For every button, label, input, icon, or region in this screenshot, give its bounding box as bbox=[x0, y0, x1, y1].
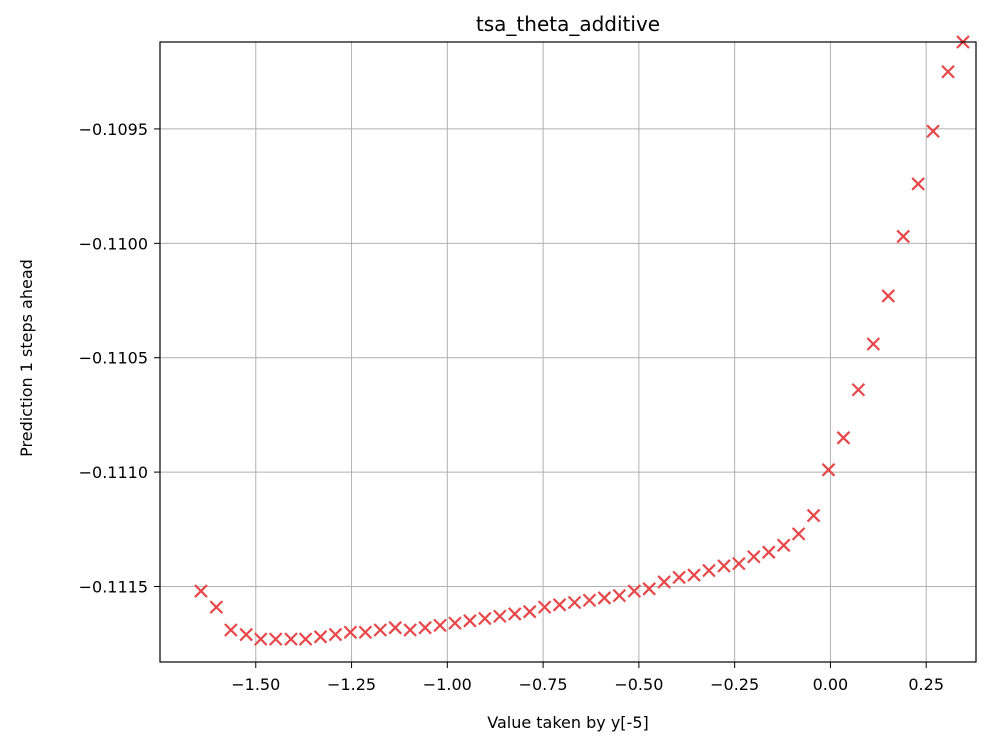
data-point bbox=[642, 582, 656, 596]
data-point bbox=[448, 616, 462, 630]
data-point bbox=[224, 623, 238, 637]
data-point bbox=[687, 568, 701, 582]
data-point bbox=[493, 609, 507, 624]
data-point bbox=[194, 584, 208, 598]
data-point bbox=[776, 538, 791, 553]
data-point bbox=[672, 570, 686, 585]
data-point bbox=[284, 632, 298, 646]
y-tick-label: −0.1105 bbox=[79, 349, 148, 368]
data-point bbox=[239, 627, 253, 642]
data-point bbox=[657, 575, 671, 589]
data-point bbox=[896, 229, 910, 244]
data-point bbox=[851, 382, 866, 397]
data-point bbox=[761, 545, 776, 559]
data-point bbox=[567, 595, 582, 610]
data-point bbox=[463, 614, 477, 628]
data-point bbox=[612, 588, 627, 603]
data-point bbox=[926, 124, 940, 139]
data-point bbox=[537, 600, 552, 614]
data-point bbox=[866, 337, 881, 351]
data-point bbox=[253, 632, 268, 646]
x-tick-label: −0.50 bbox=[614, 675, 663, 694]
plot-area-frame bbox=[159, 41, 977, 663]
data-point bbox=[209, 600, 224, 614]
data-point bbox=[941, 64, 955, 79]
data-point bbox=[806, 508, 821, 523]
x-tick-label: −0.25 bbox=[710, 675, 759, 694]
data-point bbox=[836, 431, 851, 445]
x-tick-label: −1.25 bbox=[327, 675, 376, 694]
data-point bbox=[732, 556, 746, 571]
x-axis-ticks: −1.50 −1.25 −1.00 −0.75 −0.50 −0.25 0.00 0.25 bbox=[231, 662, 944, 694]
data-point bbox=[597, 591, 612, 605]
data-point bbox=[388, 620, 403, 635]
x-tick-label: 0.25 bbox=[908, 675, 944, 694]
data-point bbox=[373, 623, 388, 637]
data-point bbox=[507, 607, 522, 621]
y-tick-label: −0.1110 bbox=[79, 463, 148, 482]
data-point bbox=[911, 177, 925, 191]
data-point bbox=[418, 620, 432, 635]
y-tick-label: −0.1100 bbox=[79, 234, 148, 253]
data-point bbox=[747, 549, 761, 564]
y-axis-label: Prediction 1 steps ahead bbox=[17, 259, 36, 457]
data-point bbox=[522, 604, 537, 619]
data-point bbox=[298, 632, 313, 646]
x-tick-label: 0.00 bbox=[813, 675, 849, 694]
chart-title: tsa_theta_additive bbox=[476, 12, 660, 36]
data-points bbox=[194, 35, 970, 646]
data-point bbox=[717, 559, 731, 573]
grid bbox=[160, 42, 976, 662]
data-point bbox=[821, 463, 836, 477]
y-tick-label: −0.1115 bbox=[79, 578, 148, 597]
data-point bbox=[702, 563, 716, 578]
x-tick-label: −0.75 bbox=[519, 675, 568, 694]
data-point bbox=[552, 598, 567, 612]
data-point bbox=[433, 618, 447, 633]
data-point bbox=[791, 527, 806, 541]
x-axis-label: Value taken by y[-5] bbox=[487, 713, 648, 732]
data-point bbox=[881, 289, 896, 303]
data-point bbox=[358, 625, 373, 640]
data-point bbox=[313, 630, 328, 644]
y-tick-label: −0.1095 bbox=[79, 120, 148, 139]
y-axis-ticks: −0.1095 −0.1100 −0.1105 −0.1110 −0.1115 bbox=[79, 120, 160, 597]
x-tick-label: −1.50 bbox=[231, 675, 280, 694]
data-point bbox=[478, 611, 492, 626]
x-tick-label: −1.00 bbox=[423, 675, 472, 694]
data-point bbox=[403, 623, 417, 637]
data-point bbox=[627, 584, 642, 598]
data-point bbox=[582, 593, 597, 608]
data-point bbox=[343, 625, 358, 640]
data-point bbox=[268, 632, 283, 646]
data-point bbox=[328, 627, 343, 642]
